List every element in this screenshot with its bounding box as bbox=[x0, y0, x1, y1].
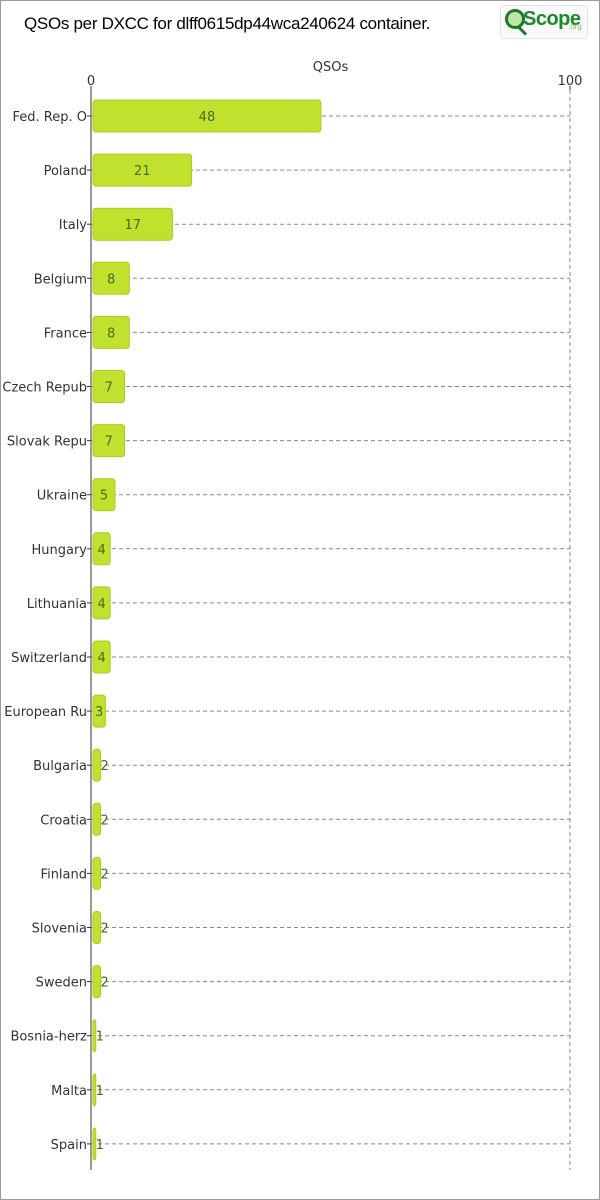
bar bbox=[92, 640, 111, 674]
category-label: Bosnia-herz bbox=[10, 1030, 87, 1045]
category-label: Slovenia bbox=[32, 922, 87, 937]
value-label: 1 bbox=[96, 1084, 104, 1099]
bar bbox=[92, 1019, 97, 1053]
category-label: Spain bbox=[51, 1138, 87, 1153]
bar bbox=[92, 1127, 97, 1161]
value-label: 4 bbox=[97, 543, 105, 558]
value-label: 21 bbox=[134, 164, 151, 179]
bar bbox=[92, 424, 126, 458]
x-tick-label: 100 bbox=[558, 74, 583, 89]
value-label: 2 bbox=[100, 976, 108, 991]
bar bbox=[92, 532, 111, 566]
category-label: Bulgaria bbox=[33, 759, 87, 774]
value-label: 7 bbox=[105, 435, 113, 450]
value-label: 17 bbox=[124, 218, 141, 233]
value-label: 1 bbox=[96, 1030, 104, 1045]
category-label: Slovak Repu bbox=[7, 435, 87, 450]
x-tick-label: 0 bbox=[87, 74, 95, 89]
value-label: 3 bbox=[95, 705, 103, 720]
bar bbox=[92, 965, 102, 999]
category-label: Belgium bbox=[34, 272, 87, 287]
category-label: Malta bbox=[51, 1084, 87, 1099]
value-label: 2 bbox=[100, 922, 108, 937]
category-label: Poland bbox=[44, 164, 87, 179]
category-label: Lithuania bbox=[27, 597, 87, 612]
value-label: 4 bbox=[97, 597, 105, 612]
bar bbox=[92, 153, 193, 187]
value-label: 7 bbox=[105, 381, 113, 396]
category-label: European Ru bbox=[4, 705, 87, 720]
category-label: France bbox=[44, 326, 87, 341]
bar bbox=[92, 856, 102, 890]
value-label: 48 bbox=[199, 110, 216, 125]
x-axis-label: QSOs bbox=[313, 60, 349, 75]
bar bbox=[92, 207, 173, 241]
bar bbox=[92, 1073, 97, 1107]
bar bbox=[92, 315, 130, 349]
bar bbox=[92, 911, 102, 944]
chart-title: QSOs per DXCC for dlff0615dp44wca240624 … bbox=[24, 14, 431, 33]
value-label: 4 bbox=[97, 651, 105, 666]
qscope-logo[interactable]: Scope .org bbox=[500, 5, 588, 39]
category-label: Ukraine bbox=[37, 489, 87, 504]
bar bbox=[92, 748, 102, 782]
bar bbox=[92, 99, 322, 133]
logo-suffix: .org bbox=[568, 22, 582, 31]
value-label: 2 bbox=[100, 813, 108, 828]
value-label: 2 bbox=[100, 867, 108, 882]
category-label: Finland bbox=[41, 867, 87, 882]
bar bbox=[92, 478, 116, 512]
value-label: 5 bbox=[100, 489, 108, 504]
bar bbox=[92, 261, 130, 295]
category-label: Croatia bbox=[40, 813, 87, 828]
value-label: 2 bbox=[100, 759, 108, 774]
category-label: Hungary bbox=[31, 543, 87, 558]
bar bbox=[92, 586, 111, 620]
category-label: Italy bbox=[59, 218, 88, 233]
magnifier-icon bbox=[505, 9, 525, 29]
logo-brand: Scope bbox=[523, 8, 581, 30]
category-label: Switzerland bbox=[11, 651, 87, 666]
category-label: Sweden bbox=[36, 976, 87, 991]
bar bbox=[92, 802, 102, 836]
value-label: 8 bbox=[107, 326, 115, 341]
category-label: Czech Repub bbox=[2, 381, 87, 396]
bar bbox=[92, 370, 126, 403]
category-label: Fed. Rep. O bbox=[13, 110, 87, 125]
bar bbox=[92, 694, 106, 728]
value-label: 1 bbox=[96, 1138, 104, 1153]
value-label: 8 bbox=[107, 272, 115, 287]
